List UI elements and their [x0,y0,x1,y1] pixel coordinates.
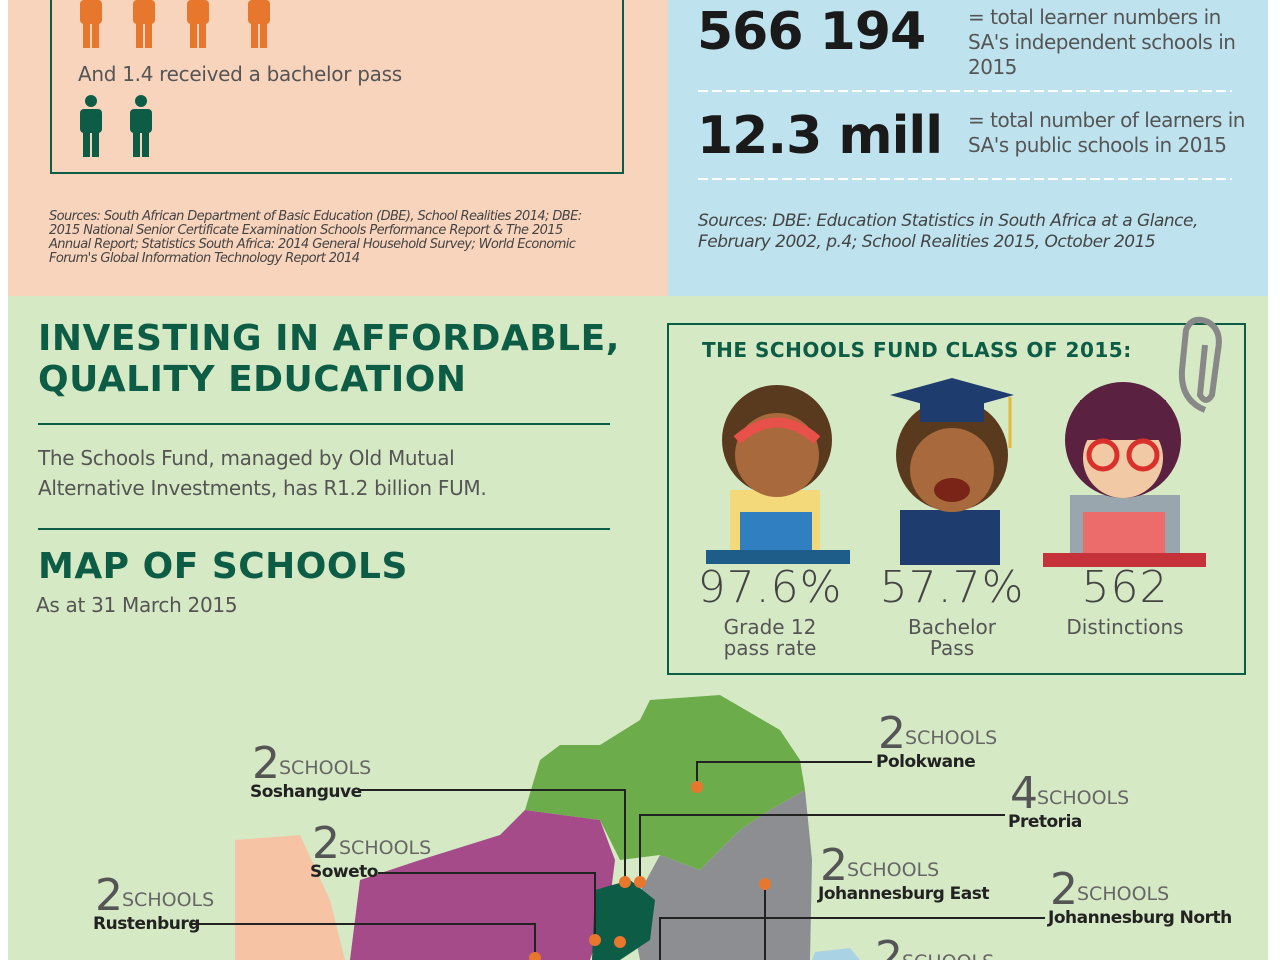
stat-value: 12.3 mill [697,106,943,166]
sources-left: Sources: South African Department of Bas… [49,210,582,266]
stat-desc: = total learner numbers in SA's independe… [968,5,1236,80]
class-stat-label: Bachelor Pass [862,617,1042,659]
class-title: THE SCHOOLS FUND CLASS OF 2015: [702,338,1132,362]
section-title: INVESTING IN AFFORDABLE, QUALITY EDUCATIO… [38,318,620,400]
desc-line: 2015 [968,55,1017,79]
school-count: 2 [95,870,123,921]
section-text: The Schools Fund, managed by Old Mutual A… [38,443,487,503]
school-place: Rustenburg [93,914,200,934]
leader-line [696,761,872,787]
school-unit: SCHOOLS [122,889,214,911]
leader-line [192,923,536,958]
class-stat-label: Distinctions [1035,617,1215,638]
school-unit: SCHOOLS [1037,787,1129,809]
panel-blue [668,0,1268,296]
dividers [698,90,1232,180]
school-dot [691,781,703,793]
stat-desc: = total number of learners in SA's public… [968,108,1245,158]
bachelor-text: And 1.4 received a bachelor pass [78,62,402,86]
school-place: Soweto [310,862,378,882]
panel-peach [8,0,668,296]
map-title: MAP OF SCHOOLS [38,546,408,587]
leader-line [378,872,596,940]
school-dot [589,934,601,946]
school-unit: SCHOOLS [847,859,939,881]
class-stat-label: Grade 12 pass rate [680,617,860,659]
class-stat-value: 97.6% [697,562,843,613]
student-figure [706,385,850,564]
school-count: 2 [820,840,848,891]
class-box [667,323,1246,675]
label-line: Distinctions [1066,615,1184,639]
map-subtitle: As at 31 March 2015 [36,593,238,617]
desc-line: = total learner numbers in [968,5,1221,29]
leader-line [639,814,1005,882]
source-line: Forum's Global Information Technology Re… [49,251,360,266]
class-stat-value: 57.7% [879,562,1025,613]
source-line: Annual Report; Statistics South Africa: … [49,237,576,252]
school-unit: SCHOOLS [902,951,994,960]
source-line: 2015 National Senior Certificate Examina… [49,223,563,238]
school-dot [614,936,626,948]
class-stat-value: 562 [1081,562,1169,613]
source-line: Sources: DBE: Education Statistics in So… [698,211,1198,231]
school-dot [529,952,541,960]
label-line: Pass [929,636,975,660]
label-line: pass rate [723,636,817,660]
student-figure [1043,382,1206,567]
leader-line [358,789,626,882]
stat-value: 566 194 [697,2,926,62]
school-count: 2 [1050,864,1078,915]
school-unit: SCHOOLS [339,837,431,859]
leader-line [659,917,1045,960]
school-count: 2 [312,818,340,869]
label-line: Bachelor [908,615,996,639]
sources-right: Sources: DBE: Education Statistics in So… [698,211,1198,253]
green-people [80,95,152,157]
school-count: 4 [1010,768,1038,819]
source-line: Sources: South African Department of Bas… [49,209,582,224]
school-dot [759,878,771,890]
text-line: The Schools Fund, managed by Old Mutual [38,446,455,470]
school-place: Polokwane [876,752,975,772]
school-place: Johannesburg North [1047,908,1232,928]
orange-people [80,0,270,48]
school-unit: SCHOOLS [279,757,371,779]
school-count: 2 [252,738,280,789]
label-line: Grade 12 [723,615,817,639]
student-figure [890,378,1014,565]
rules [38,423,610,530]
title-line: QUALITY EDUCATION [38,359,467,400]
source-line: February 2002, p.4; School Realities 201… [698,232,1156,252]
desc-line: SA's public schools in 2015 [968,133,1227,157]
school-count: 2 [875,932,903,960]
info-box [50,0,624,174]
paperclip [1178,316,1222,413]
title-line: INVESTING IN AFFORDABLE, [38,318,620,359]
school-place: Johannesburg East [817,884,989,904]
school-place: Pretoria [1008,812,1082,832]
text-line: Alternative Investments, has R1.2 billio… [38,476,487,500]
school-unit: SCHOOLS [1077,883,1169,905]
desc-line: = total number of learners in [968,108,1245,132]
school-unit: SCHOOLS [905,727,997,749]
school-dot [634,876,646,888]
school-dot [619,876,631,888]
desc-line: SA's independent schools in [968,30,1236,54]
school-count: 2 [878,708,906,759]
school-place: Soshanguve [250,782,362,802]
